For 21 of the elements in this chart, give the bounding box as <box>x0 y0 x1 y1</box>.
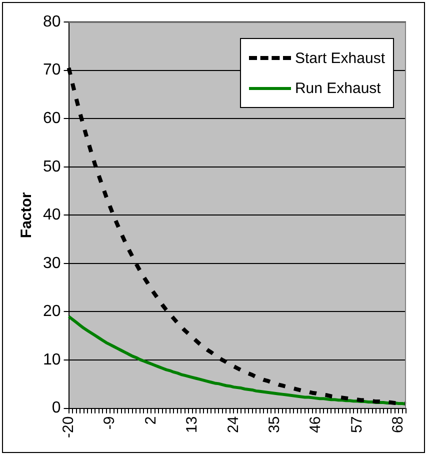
x-tick-label: 24 <box>224 416 242 434</box>
legend-label: Start Exhaust <box>294 50 385 66</box>
y-tick-label: 10 <box>43 351 61 368</box>
y-tick-label: 60 <box>43 110 61 127</box>
legend-label: Run Exhaust <box>294 80 381 96</box>
y-tick-label: 0 <box>52 400 61 417</box>
y-axis-title: Factor <box>18 192 36 238</box>
y-tick-label: 80 <box>43 13 61 30</box>
y-tick-label: 70 <box>43 62 61 79</box>
x-tick-label: 68 <box>390 416 407 434</box>
x-tick-label: 2 <box>142 416 160 425</box>
y-tick-label: 20 <box>43 303 61 320</box>
x-tick-label: 13 <box>184 416 201 434</box>
x-tick-label: 35 <box>266 416 284 434</box>
y-tick-label: 40 <box>43 206 61 224</box>
x-tick-label: 57 <box>348 416 366 434</box>
x-tick-label: -20 <box>60 416 77 438</box>
y-tick-label: 30 <box>43 254 61 272</box>
x-tick-label: -9 <box>101 416 118 430</box>
y-tick-label: 50 <box>43 158 61 176</box>
x-tick-label: 46 <box>307 416 324 434</box>
